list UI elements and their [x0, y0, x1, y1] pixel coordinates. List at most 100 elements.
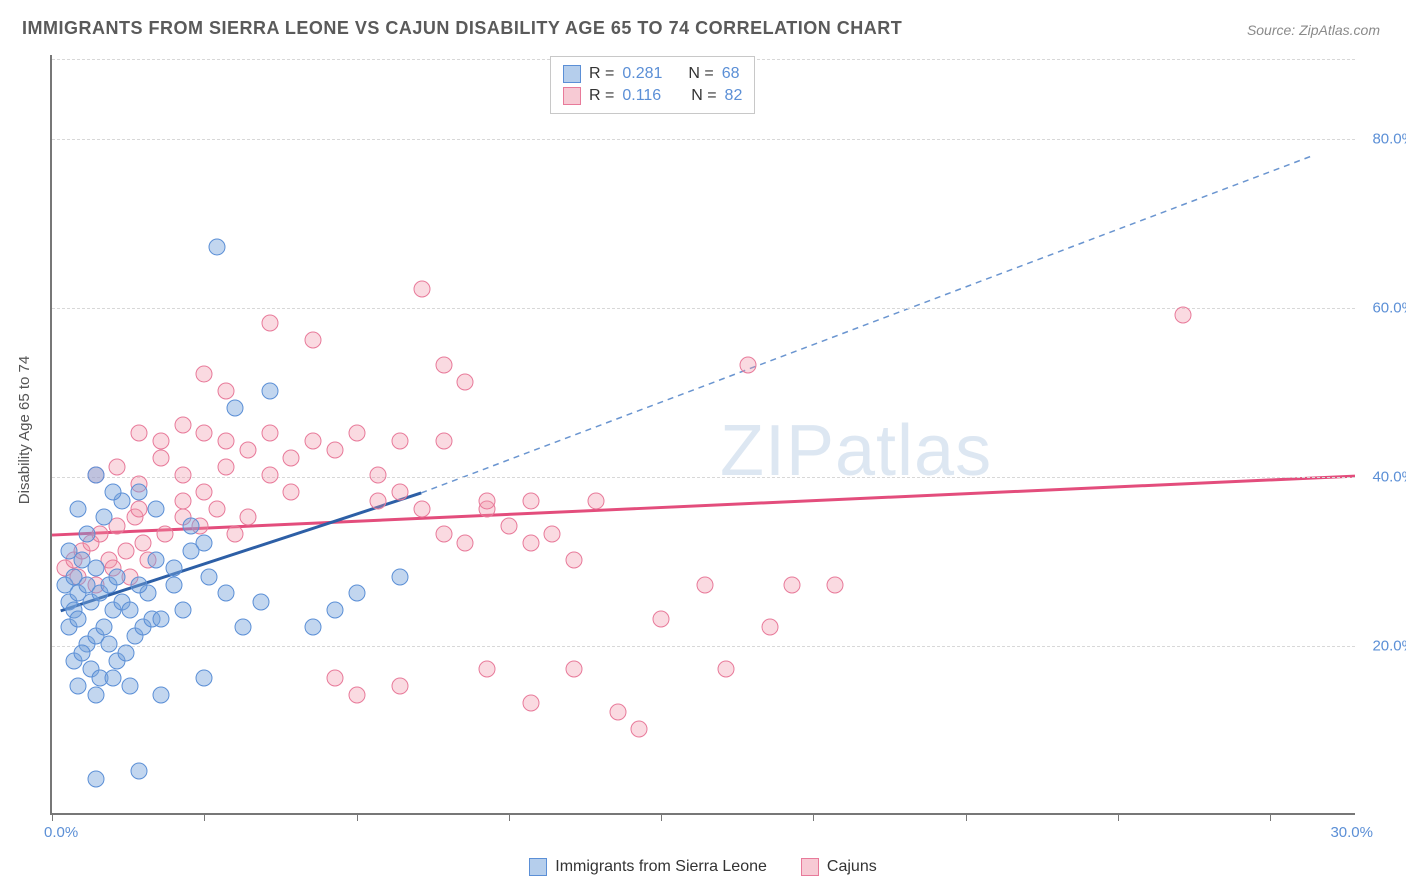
data-point-blue	[131, 762, 148, 779]
data-point-blue	[152, 610, 169, 627]
data-point-pink	[174, 416, 191, 433]
data-point-pink	[283, 450, 300, 467]
r-value-pink: 0.116	[622, 87, 661, 105]
swatch-blue-icon	[563, 65, 581, 83]
data-point-pink	[135, 534, 152, 551]
legend-item-blue: Immigrants from Sierra Leone	[529, 858, 767, 876]
n-label: N =	[691, 87, 716, 105]
data-point-blue	[209, 239, 226, 256]
x-tick	[1118, 813, 1119, 821]
data-point-blue	[87, 771, 104, 788]
data-point-blue	[78, 526, 95, 543]
swatch-blue-icon	[529, 858, 547, 876]
data-point-pink	[283, 484, 300, 501]
data-point-pink	[326, 441, 343, 458]
data-point-pink	[740, 357, 757, 374]
legend-stats-row-blue: R = 0.281 N = 68	[563, 63, 742, 85]
swatch-pink-icon	[801, 858, 819, 876]
data-point-pink	[392, 678, 409, 695]
data-point-pink	[761, 619, 778, 636]
r-label: R =	[589, 65, 614, 83]
data-point-blue	[109, 568, 126, 585]
data-point-pink	[1175, 306, 1192, 323]
data-point-pink	[696, 577, 713, 594]
data-point-blue	[183, 543, 200, 560]
data-point-pink	[261, 315, 278, 332]
data-point-pink	[370, 467, 387, 484]
legend-label-blue: Immigrants from Sierra Leone	[555, 858, 767, 876]
data-point-pink	[348, 686, 365, 703]
plot-area: 20.0%40.0%60.0%80.0% 0.0% 30.0%	[50, 55, 1355, 815]
x-tick-max: 30.0%	[1330, 824, 1373, 841]
x-tick-min: 0.0%	[44, 824, 78, 841]
data-point-pink	[413, 281, 430, 298]
data-point-blue	[165, 560, 182, 577]
data-point-blue	[148, 551, 165, 568]
data-point-pink	[413, 501, 430, 518]
data-point-blue	[70, 610, 87, 627]
data-point-pink	[218, 458, 235, 475]
data-point-pink	[435, 433, 452, 450]
data-point-blue	[226, 399, 243, 416]
data-point-pink	[587, 492, 604, 509]
data-point-pink	[131, 425, 148, 442]
data-point-pink	[226, 526, 243, 543]
trend-line	[52, 476, 1355, 535]
x-tick	[204, 813, 205, 821]
data-point-blue	[148, 501, 165, 518]
data-point-pink	[522, 492, 539, 509]
data-point-pink	[174, 467, 191, 484]
data-point-pink	[152, 433, 169, 450]
data-point-pink	[218, 433, 235, 450]
data-point-pink	[196, 425, 213, 442]
data-point-pink	[157, 526, 174, 543]
data-point-pink	[370, 492, 387, 509]
n-label: N =	[688, 65, 713, 83]
data-point-pink	[522, 695, 539, 712]
data-point-pink	[174, 492, 191, 509]
data-point-pink	[479, 492, 496, 509]
data-point-pink	[479, 661, 496, 678]
data-point-blue	[122, 602, 139, 619]
gridline	[52, 308, 1355, 309]
r-value-blue: 0.281	[622, 65, 662, 83]
data-point-pink	[783, 577, 800, 594]
data-point-blue	[252, 593, 269, 610]
trend-lines-svg	[52, 55, 1355, 813]
data-point-pink	[305, 433, 322, 450]
data-point-blue	[104, 669, 121, 686]
data-point-pink	[457, 374, 474, 391]
x-tick	[509, 813, 510, 821]
data-point-pink	[392, 433, 409, 450]
legend-stats-row-pink: R = 0.116 N = 82	[563, 85, 742, 107]
data-point-blue	[87, 686, 104, 703]
data-point-blue	[100, 636, 117, 653]
data-point-pink	[609, 703, 626, 720]
data-point-blue	[96, 509, 113, 526]
x-tick	[52, 813, 53, 821]
data-point-blue	[70, 501, 87, 518]
y-axis-label: Disability Age 65 to 74	[16, 356, 33, 504]
data-point-pink	[348, 425, 365, 442]
data-point-pink	[196, 484, 213, 501]
data-point-blue	[96, 619, 113, 636]
x-tick	[1270, 813, 1271, 821]
y-tick-label: 80.0%	[1372, 131, 1406, 148]
data-point-pink	[435, 526, 452, 543]
data-point-blue	[70, 678, 87, 695]
data-point-blue	[61, 543, 78, 560]
y-tick-label: 40.0%	[1372, 469, 1406, 486]
x-tick	[813, 813, 814, 821]
data-point-blue	[348, 585, 365, 602]
data-point-blue	[218, 585, 235, 602]
x-tick	[357, 813, 358, 821]
n-value-pink: 82	[725, 87, 743, 105]
data-point-pink	[305, 332, 322, 349]
gridline	[52, 139, 1355, 140]
data-point-pink	[566, 661, 583, 678]
r-label: R =	[589, 87, 614, 105]
data-point-blue	[117, 644, 134, 661]
data-point-pink	[261, 425, 278, 442]
x-tick	[661, 813, 662, 821]
data-point-blue	[122, 678, 139, 695]
